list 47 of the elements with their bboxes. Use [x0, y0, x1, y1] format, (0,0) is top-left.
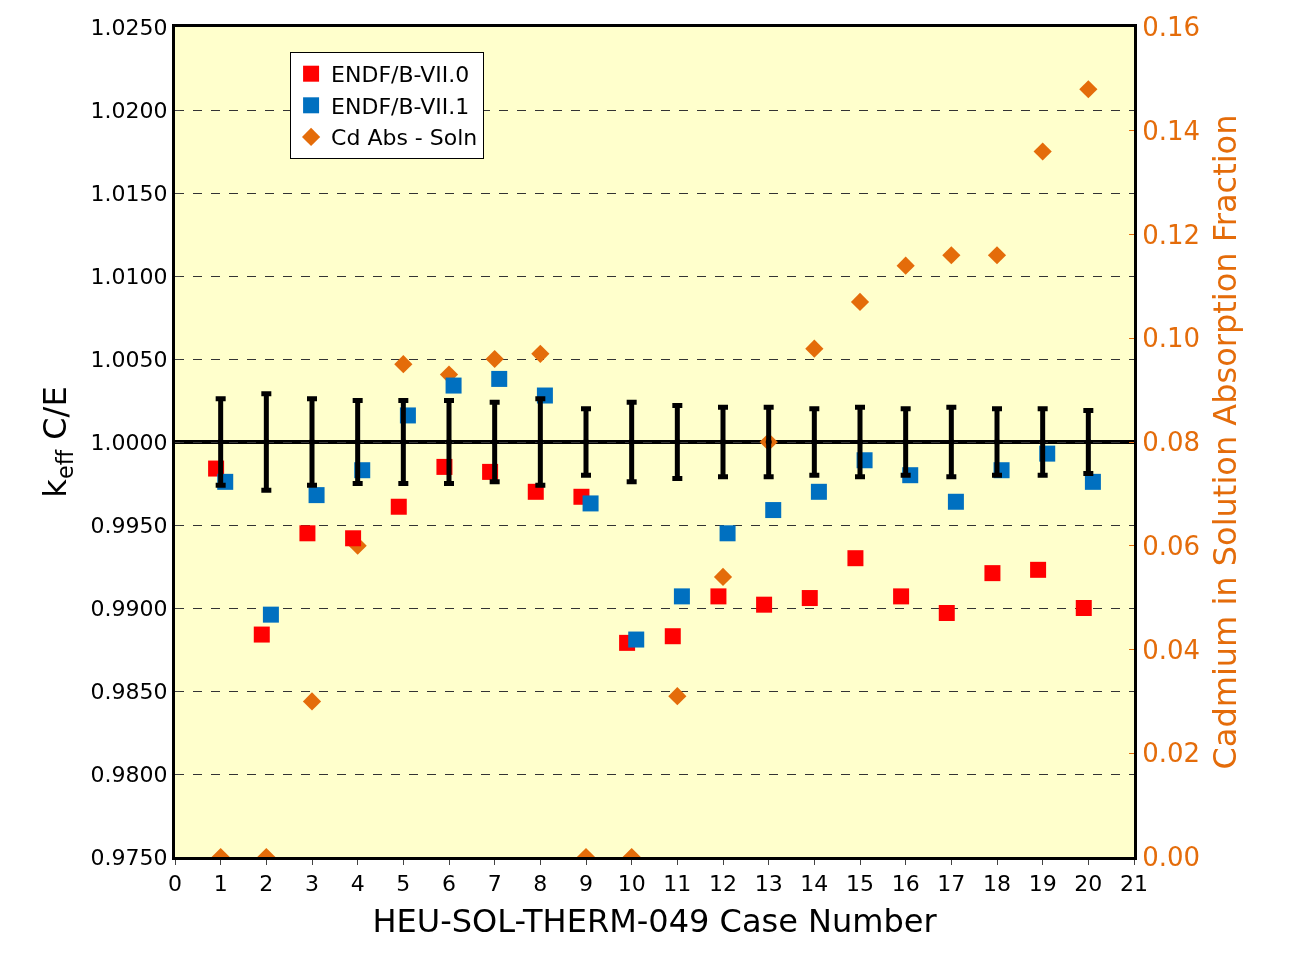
y2-tick-label: 0.00: [1142, 842, 1201, 873]
y-tick-label: 1.0200: [90, 97, 168, 123]
y-tick-label: 0.9900: [90, 595, 168, 621]
y-tick-label: 0.9800: [90, 761, 168, 787]
y-tick-label: 1.0000: [90, 429, 168, 455]
y2-tick-label: 0.10: [1142, 323, 1201, 354]
x-axis-title: HEU-SOL-THERM-049 Case Number: [372, 902, 938, 941]
x-tick-label: 11: [663, 871, 692, 897]
x-tick-label: 14: [800, 871, 829, 897]
y2-tick-label: 0.08: [1142, 427, 1201, 458]
x-tick-label: 4: [350, 871, 365, 897]
x-tick-label: 10: [617, 871, 646, 897]
x-tick-label: 21: [1120, 871, 1148, 897]
x-tick-label: 2: [259, 871, 274, 897]
x-tick-label: 0: [168, 871, 182, 897]
y-tick-label: 0.9850: [90, 678, 168, 704]
y2-tick-label: 0.06: [1142, 530, 1201, 561]
x-tick-label: 6: [442, 871, 456, 897]
x-tick-label: 1: [213, 871, 228, 897]
y2-tick-label: 0.16: [1142, 12, 1201, 43]
x-tick-label: 3: [305, 871, 319, 897]
x-tick-label: 16: [891, 871, 920, 897]
legend-label: ENDF/B-VII.1: [331, 93, 470, 119]
y2-tick-label: 0.04: [1142, 634, 1201, 665]
y2-axis-title: Cadmium in Solution Absorption Fraction: [1205, 114, 1244, 770]
x-tick-label: 8: [533, 871, 548, 897]
x-tick-label: 20: [1074, 871, 1103, 897]
y-tick-label: 1.0100: [90, 263, 168, 289]
y-tick-label: 0.9950: [90, 512, 168, 538]
x-tick-label: 17: [937, 871, 966, 897]
x-tick-label: 12: [709, 871, 737, 897]
x-tick-label: 18: [983, 871, 1011, 897]
x-tick-label: 7: [487, 871, 502, 897]
legend-label: ENDF/B-VII.0: [331, 62, 470, 88]
y-tick-label: 1.0050: [90, 346, 168, 372]
x-tick-label: 13: [754, 871, 783, 897]
y2-tick-label: 0.12: [1142, 219, 1201, 250]
x-tick-label: 5: [396, 871, 411, 897]
y-tick-label: 1.0250: [90, 14, 168, 40]
legend-label: Cd Abs - Soln: [331, 125, 478, 151]
x-tick-label: 19: [1028, 871, 1057, 897]
x-tick-label: 9: [579, 871, 593, 897]
y-tick-label: 1.0150: [90, 180, 168, 206]
x-tick-label: 15: [846, 871, 874, 897]
y2-tick-label: 0.02: [1142, 738, 1201, 769]
y2-tick-label: 0.14: [1142, 115, 1201, 146]
y-tick-label: 0.9750: [90, 844, 168, 870]
